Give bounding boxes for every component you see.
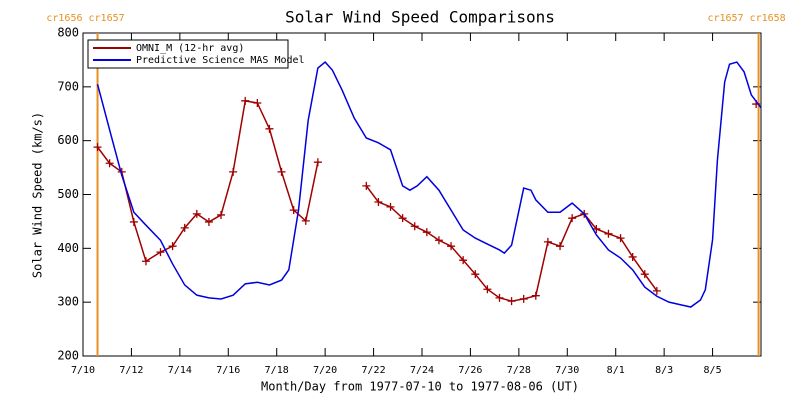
data-point: [519, 294, 528, 303]
x-tick-label: 8/3: [655, 365, 673, 376]
data-point: [362, 181, 371, 190]
data-point: [229, 167, 238, 176]
y-tick-label: 500: [57, 187, 79, 201]
data-point: [289, 206, 298, 215]
data-point: [141, 257, 150, 266]
data-point: [459, 256, 468, 265]
x-tick-label: 7/10: [71, 365, 95, 376]
data-point: [640, 270, 649, 279]
x-axis-label: Month/Day from 1977-07-10 to 1977-08-06 …: [261, 380, 579, 394]
data-point: [168, 242, 177, 251]
y-tick-label: 400: [57, 241, 79, 255]
data-point: [374, 198, 383, 207]
legend-label: Predictive Science MAS Model: [136, 55, 305, 66]
data-point: [556, 242, 565, 251]
x-tick-label: 7/12: [119, 365, 143, 376]
data-point: [253, 98, 262, 107]
x-tick-label: 7/28: [507, 365, 531, 376]
y-tick-label: 600: [57, 133, 79, 147]
annotation: cr1657 cr1658: [707, 13, 785, 24]
x-tick-label: 7/26: [458, 365, 482, 376]
data-point: [410, 222, 419, 231]
data-point: [568, 214, 577, 223]
data-point: [129, 217, 138, 226]
x-tick-label: 7/24: [410, 365, 434, 376]
y-tick-label: 300: [57, 295, 79, 309]
y-tick-label: 700: [57, 79, 79, 93]
data-point: [277, 167, 286, 176]
data-point: [447, 242, 456, 251]
series-line: [98, 101, 757, 301]
x-tick-label: 8/5: [704, 365, 722, 376]
data-point: [434, 236, 443, 245]
data-point: [652, 286, 661, 295]
data-point: [217, 210, 226, 219]
data-point: [471, 270, 480, 279]
data-point: [531, 291, 540, 300]
chart-title: Solar Wind Speed Comparisons: [285, 8, 555, 27]
data-point: [192, 209, 201, 218]
x-tick-label: 7/20: [313, 365, 337, 376]
data-point: [156, 248, 165, 257]
y-axis-label: Solar Wind Speed (km/s): [31, 112, 45, 278]
x-tick-label: 7/14: [168, 365, 192, 376]
data-point: [604, 229, 613, 238]
data-point: [301, 216, 310, 225]
data-point: [241, 96, 250, 105]
legend-label: OMNI_M (12-hr avg): [136, 43, 244, 54]
series-line: [96, 61, 762, 308]
data-point: [422, 228, 431, 237]
annotation: cr1656 cr1657: [46, 13, 124, 24]
data-point: [386, 202, 395, 211]
data-point: [483, 285, 492, 294]
x-tick-label: 7/16: [216, 365, 240, 376]
data-point: [204, 217, 213, 226]
x-tick-label: 7/30: [555, 365, 579, 376]
x-tick-label: 7/18: [265, 365, 289, 376]
data-point: [398, 214, 407, 223]
x-tick-label: 8/1: [607, 365, 625, 376]
data-point: [93, 143, 102, 152]
data-point: [616, 234, 625, 243]
data-point: [543, 237, 552, 246]
legend-box: [87, 39, 289, 69]
data-point: [180, 223, 189, 232]
y-tick-label: 800: [57, 26, 79, 40]
data-point: [507, 297, 516, 306]
data-point: [628, 252, 637, 261]
data-point: [265, 124, 274, 133]
data-point: [105, 159, 114, 168]
x-tick-label: 7/22: [362, 365, 386, 376]
data-point: [495, 293, 504, 302]
y-tick-label: 200: [57, 349, 79, 363]
plot-frame: [82, 32, 762, 357]
data-point: [313, 158, 322, 167]
